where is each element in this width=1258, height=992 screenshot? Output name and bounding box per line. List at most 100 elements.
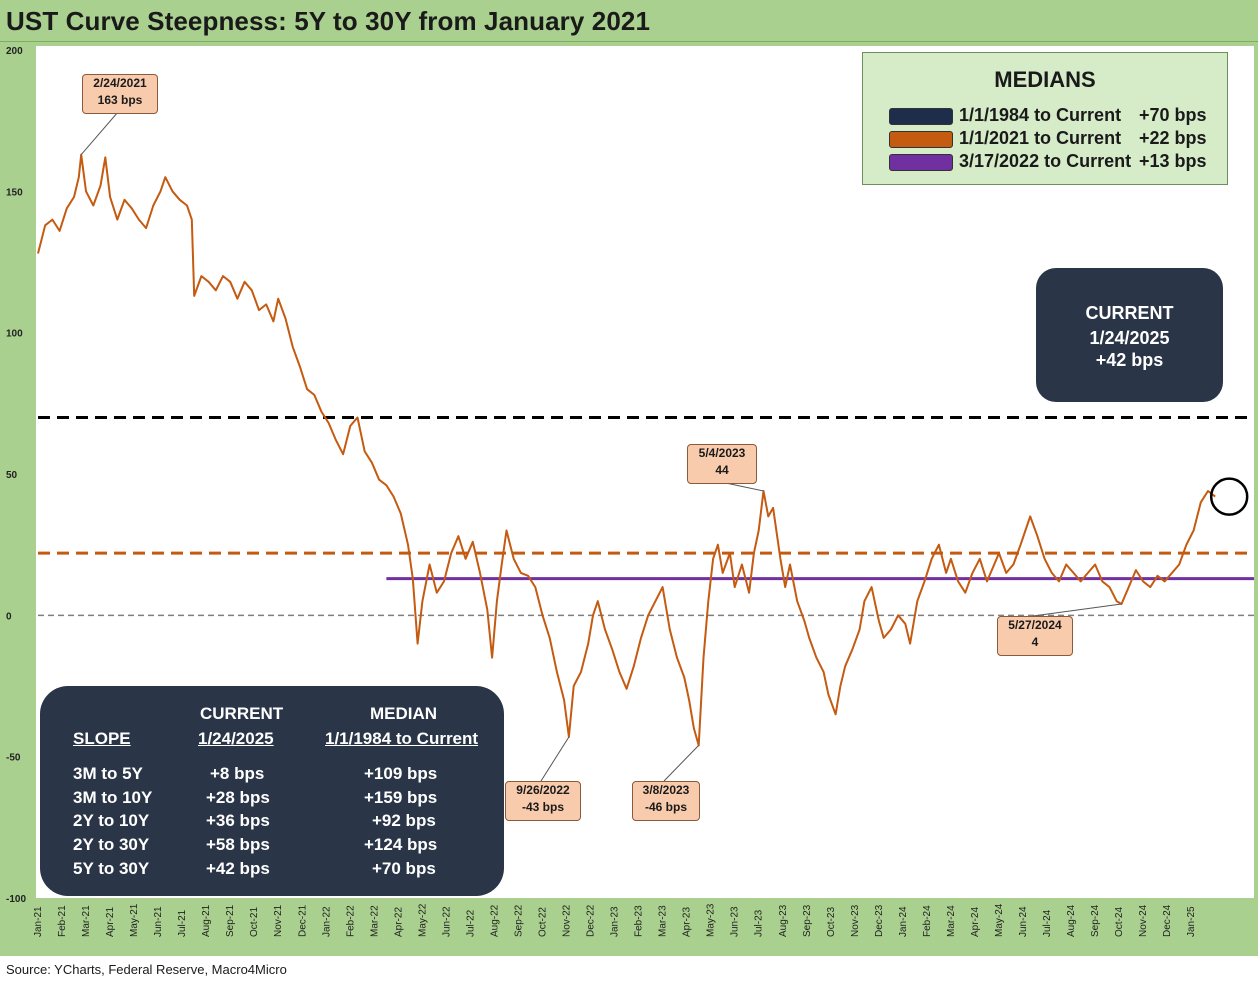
y-tick-label: -50	[6, 753, 21, 764]
y-tick-label: 50	[6, 470, 18, 481]
legend-label: 3/17/2022 to Current	[959, 151, 1132, 171]
legend-swatch-navy	[889, 108, 953, 125]
header-current-date: 1/24/2025	[198, 729, 274, 748]
x-tick-label: Oct-23	[826, 907, 837, 937]
x-tick-label: Apr-23	[682, 907, 693, 937]
callout-value: -43 bps	[521, 800, 564, 814]
x-tick-label: Apr-22	[393, 907, 404, 937]
slope-table: CURRENT MEDIAN SLOPE 1/24/2025 1/1/1984 …	[40, 686, 504, 896]
legend-label: 1/1/1984 to Current	[959, 105, 1122, 125]
callout-may-2023: 5/4/2023 44	[687, 444, 757, 484]
x-tick-label: May-24	[994, 903, 1005, 937]
x-tick-label: May-23	[706, 903, 717, 937]
series-line	[37, 153, 1216, 747]
slope-median: +109 bps	[364, 764, 438, 783]
x-tick-label: Jun-24	[1018, 906, 1029, 937]
callout-date: 3/8/2023	[642, 783, 690, 797]
legend-value: +70 bps	[1139, 105, 1207, 125]
x-tick-label: Aug-22	[489, 904, 500, 937]
slope-median: +159 bps	[364, 788, 438, 807]
x-tick-label: Dec-24	[1162, 904, 1173, 937]
callout-date: 2/24/2021	[93, 76, 147, 90]
x-tick-label: Feb-23	[634, 905, 645, 937]
slope-current: +8 bps	[210, 764, 265, 783]
x-tick-label: Sep-23	[802, 904, 813, 937]
slope-current: +58 bps	[206, 835, 270, 854]
x-tick-label: Apr-24	[970, 907, 981, 937]
x-tick-label: Nov-23	[850, 904, 861, 937]
x-tick-label: Dec-23	[874, 904, 885, 937]
callout-leader	[80, 111, 119, 155]
callout-mar-2023: 3/8/2023 -46 bps	[632, 781, 700, 821]
x-tick-label: Feb-22	[345, 905, 356, 937]
callout-sep-2022: 9/26/2022 -43 bps	[505, 781, 581, 821]
header-current: CURRENT	[200, 704, 284, 723]
x-tick-label: Oct-21	[249, 907, 260, 937]
y-tick-label: 200	[6, 46, 23, 57]
legend-title: MEDIANS	[994, 67, 1096, 92]
x-tick-label: Mar-24	[946, 905, 957, 937]
title-bar: UST Curve Steepness: 5Y to 30Y from Janu…	[0, 0, 1258, 42]
slope-current: +42 bps	[206, 859, 270, 878]
x-tick-label: Dec-22	[586, 904, 597, 937]
y-tick-label: 150	[6, 187, 23, 198]
x-tick-label: Oct-22	[538, 907, 549, 937]
slope-median: +70 bps	[372, 859, 436, 878]
callout-may-2024: 5/27/2024 4	[997, 616, 1073, 656]
x-tick-label: Mar-22	[369, 905, 380, 937]
x-tick-label: Aug-24	[1066, 904, 1077, 937]
callout-date: 5/27/2024	[1008, 618, 1062, 632]
legend-value: +22 bps	[1139, 128, 1207, 148]
current-date: 1/24/2025	[1089, 328, 1170, 348]
x-tick-label: Nov-24	[1138, 904, 1149, 937]
axis-labels: -100 -50 0 50 100 150 200 Jan-21 Feb-21 Mar-21 Apr…	[6, 46, 1197, 937]
x-tick-label: Aug-23	[778, 904, 789, 937]
callout-value: 44	[715, 463, 729, 477]
x-tick-label: Jul-21	[177, 909, 188, 937]
x-tick-label: Jun-21	[153, 906, 164, 937]
header-median-range: 1/1/1984 to Current	[325, 729, 479, 748]
callout-peak: 2/24/2021 163 bps	[82, 74, 158, 114]
header-median: MEDIAN	[370, 704, 438, 723]
callout-value: 163 bps	[97, 93, 143, 107]
chart-title: UST Curve Steepness: 5Y to 30Y from Janu…	[6, 6, 651, 36]
slope-current: +28 bps	[206, 788, 270, 807]
y-tick-label: 0	[6, 611, 12, 622]
callout-leader	[663, 745, 700, 782]
legend-swatch-purple	[889, 154, 953, 171]
x-tick-label: May-21	[129, 903, 140, 937]
x-tick-label: Jan-22	[321, 906, 332, 937]
x-tick-label: Sep-24	[1090, 904, 1101, 937]
callout-value: -46 bps	[644, 800, 687, 814]
x-tick-label: Jan-25	[1186, 906, 1197, 937]
header-slope: SLOPE	[73, 729, 131, 748]
medians-legend: MEDIANS 1/1/1984 to Current +70 bps 1/1/…	[862, 52, 1228, 185]
x-tick-label: Nov-21	[273, 904, 284, 937]
x-tick-label: Nov-22	[562, 904, 573, 937]
legend-value: +13 bps	[1139, 151, 1207, 171]
callout-leader	[1032, 603, 1122, 617]
slope-label: 3M to 10Y	[73, 788, 153, 807]
callout-leader	[540, 736, 570, 782]
y-tick-label: 100	[6, 329, 23, 340]
x-tick-label: Jun-23	[730, 906, 741, 937]
slope-current: +36 bps	[206, 811, 270, 830]
x-tick-label: Oct-24	[1114, 907, 1125, 937]
current-point-marker	[1209, 477, 1249, 516]
slope-median: +124 bps	[364, 835, 438, 854]
reference-lines	[38, 415, 1254, 617]
x-tick-label: Dec-21	[297, 904, 308, 937]
x-tick-label: Jun-22	[441, 906, 452, 937]
callout-date: 9/26/2022	[516, 783, 570, 797]
legend-swatch-orange	[889, 131, 953, 148]
slope-label: 2Y to 10Y	[73, 811, 150, 830]
x-tick-label: Jul-24	[1042, 909, 1053, 937]
slope-label: 2Y to 30Y	[73, 835, 150, 854]
callout-value: 4	[1031, 635, 1039, 649]
x-tick-label: Feb-24	[922, 905, 933, 937]
x-tick-label: Jan-24	[898, 906, 909, 937]
current-value-box: CURRENT 1/24/2025 +42 bps	[1036, 268, 1223, 402]
callout-date: 5/4/2023	[698, 446, 746, 460]
current-value: +42 bps	[1095, 350, 1164, 370]
